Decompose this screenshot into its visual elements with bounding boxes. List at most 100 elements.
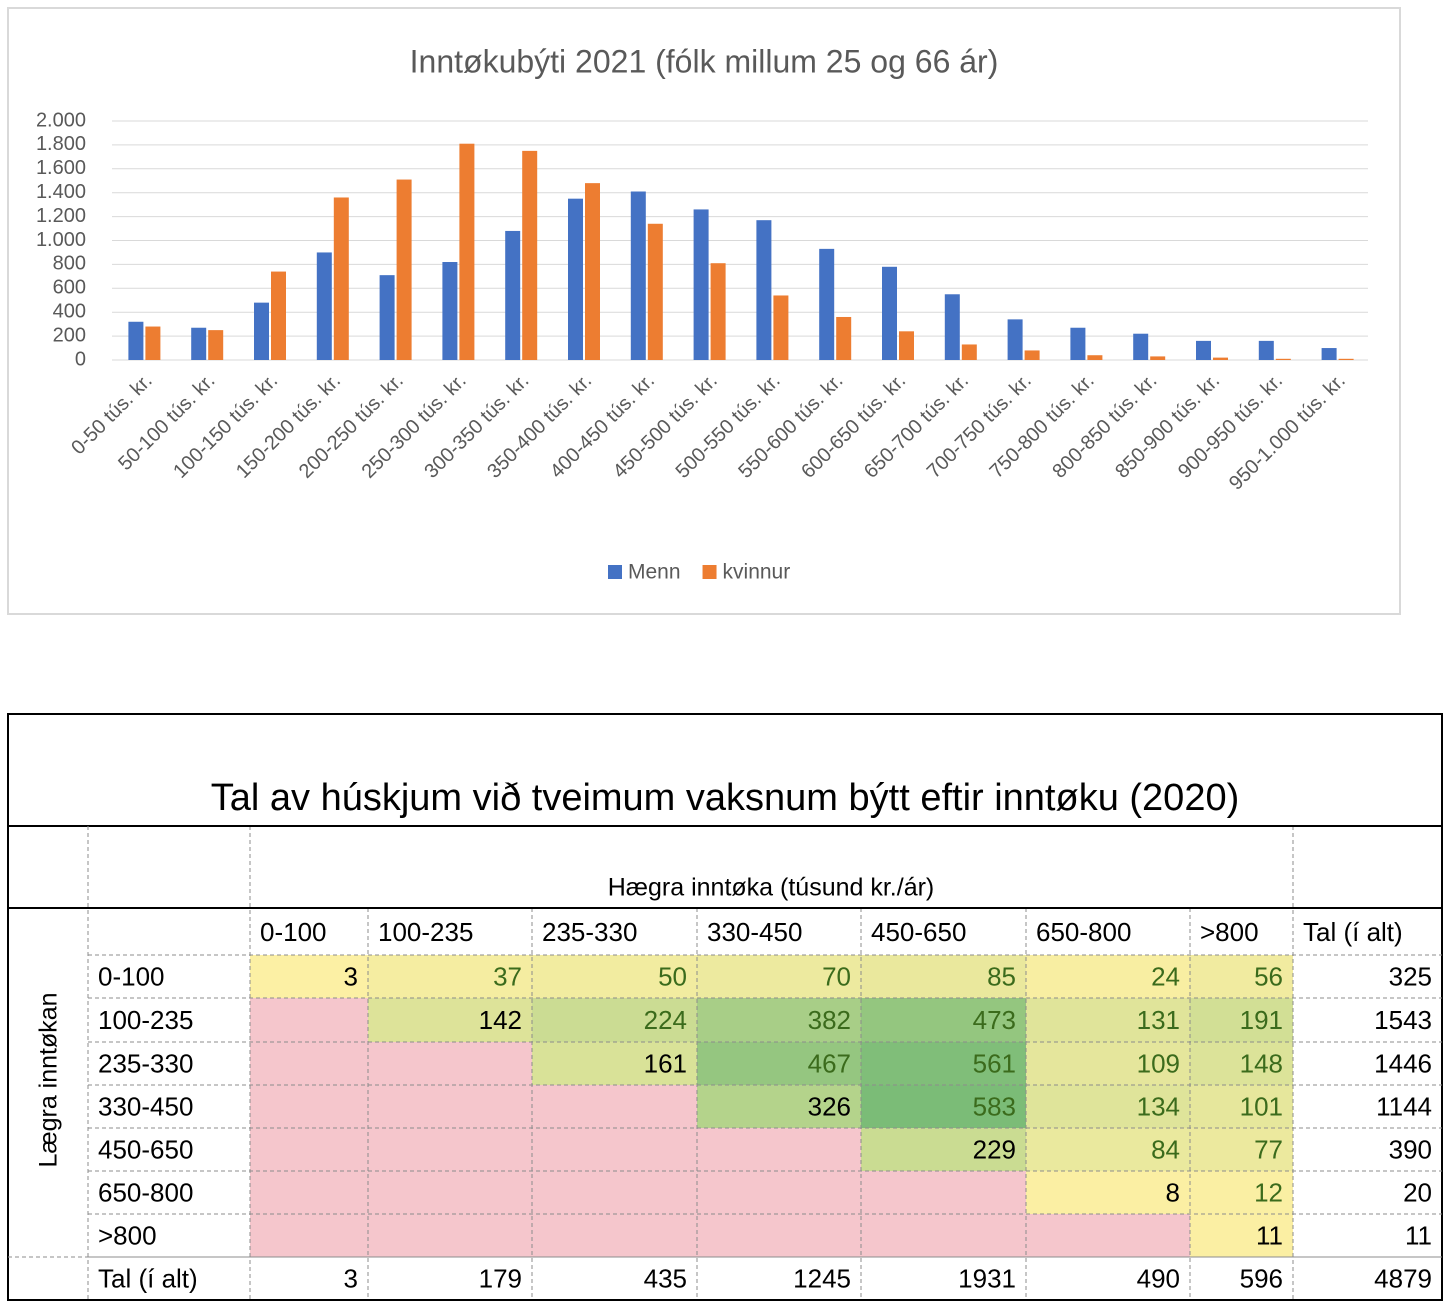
row-label: 0-100: [98, 961, 165, 991]
bar: [1258, 340, 1274, 360]
cell-value: 20: [1403, 1177, 1432, 1207]
chart-title: Inntøkubýti 2021 (fólk millum 25 og 66 á…: [410, 43, 999, 79]
bar: [819, 248, 835, 360]
heat-cell: [1190, 1085, 1293, 1128]
cell-value: 4879: [1374, 1263, 1432, 1293]
legend-label: kvinnur: [723, 561, 791, 584]
bar: [693, 209, 709, 360]
cell-value: 11: [1256, 1220, 1283, 1250]
bar: [505, 230, 521, 360]
cell-value: 50: [658, 961, 687, 991]
column-label: >800: [1200, 917, 1259, 947]
bar: [191, 327, 207, 360]
cell-value: 467: [808, 1048, 851, 1078]
cell-value: 3: [344, 961, 358, 991]
heat-cell: [697, 1128, 861, 1171]
cell-value: 142: [479, 1005, 522, 1035]
heat-cell: [368, 1042, 532, 1085]
heat-cell: [532, 1085, 697, 1128]
cell-value: 1144: [1376, 1091, 1432, 1121]
bar: [710, 263, 726, 360]
row-label: Tal (í alt): [98, 1263, 198, 1293]
heat-cell: [861, 955, 1026, 998]
y-tick-label: 200: [53, 324, 86, 346]
bar: [522, 150, 538, 360]
cell-value: 37: [493, 961, 522, 991]
heat-cell: [697, 1085, 861, 1128]
heat-cell: [697, 955, 861, 998]
bar: [442, 262, 458, 360]
column-label: 100-235: [378, 917, 473, 947]
y-tick-label: 1.000: [36, 229, 86, 251]
heat-cell: [861, 998, 1026, 1042]
cell-value: 390: [1389, 1134, 1432, 1164]
cell-value: 473: [973, 1005, 1016, 1035]
bar: [1087, 355, 1103, 360]
heat-cell: [861, 1085, 1026, 1128]
bar: [1196, 340, 1211, 360]
column-label: 0-100: [260, 917, 327, 947]
y-tick-label: 1.200: [36, 205, 86, 227]
cell-value: 1931: [958, 1263, 1016, 1293]
cell-value: 3: [344, 1263, 358, 1293]
cell-value: 148: [1240, 1048, 1283, 1078]
bar: [1070, 327, 1086, 360]
bar: [836, 316, 852, 360]
row-label: 450-650: [98, 1134, 193, 1164]
cell-value: 77: [1254, 1134, 1283, 1164]
heat-cell: [1026, 1171, 1190, 1214]
heat-cell: [1190, 998, 1293, 1042]
heat-cell: [861, 1214, 1026, 1257]
bar: [396, 179, 412, 360]
heat-cell: [697, 998, 861, 1042]
heat-cell: [532, 1042, 697, 1085]
cell-value: 109: [1137, 1048, 1180, 1078]
y-tick-label: 800: [53, 253, 86, 275]
cell-value: 191: [1240, 1005, 1283, 1035]
cell-value: 179: [479, 1263, 522, 1293]
cell-value: 435: [644, 1263, 687, 1293]
cell-value: 84: [1151, 1134, 1180, 1164]
cell-value: 24: [1151, 961, 1180, 991]
heat-cell: [1026, 1042, 1190, 1085]
heat-cell: [1190, 1042, 1293, 1085]
row-header: Lægra inntøkan: [35, 992, 63, 1167]
cell-value: 161: [644, 1048, 687, 1078]
legend-swatch: [608, 565, 622, 579]
bar: [961, 344, 977, 360]
y-tick-label: 1.800: [36, 133, 86, 155]
y-tick-label: 600: [53, 277, 86, 299]
table-title: Tal av húskjum við tveimum vaksnum býtt …: [211, 777, 1240, 819]
column-label: 450-650: [871, 917, 966, 947]
cell-value: 224: [644, 1005, 687, 1035]
column-label: 650-800: [1036, 917, 1131, 947]
heat-cell: [1190, 955, 1293, 998]
bar: [1321, 348, 1337, 360]
heat-cell: [368, 998, 532, 1042]
bar: [333, 197, 349, 360]
row-label: 330-450: [98, 1091, 193, 1121]
heat-cell: [1026, 1085, 1190, 1128]
heat-cell: [1190, 1128, 1293, 1171]
cell-value: 382: [808, 1005, 851, 1035]
cell-value: 8: [1166, 1177, 1180, 1207]
heat-cell: [1190, 1214, 1293, 1257]
cell-value: 70: [822, 961, 851, 991]
cell-value: 325: [1389, 961, 1432, 991]
heat-cell: [1026, 955, 1190, 998]
cell-value: 12: [1254, 1177, 1283, 1207]
bar: [568, 198, 583, 360]
heat-cell: [368, 1085, 532, 1128]
heat-cell: [250, 1128, 368, 1171]
heat-cell: [532, 1128, 697, 1171]
cell-value: 11: [1405, 1220, 1432, 1250]
bar: [208, 330, 224, 360]
bar: [1024, 350, 1040, 360]
heat-cell: [697, 1214, 861, 1257]
heat-cell: [697, 1171, 861, 1214]
heat-cell: [368, 1128, 532, 1171]
heat-cell: [532, 1171, 697, 1214]
cell-value: 131: [1137, 1005, 1180, 1035]
y-tick-label: 400: [53, 300, 86, 322]
heat-cell: [368, 1214, 532, 1257]
